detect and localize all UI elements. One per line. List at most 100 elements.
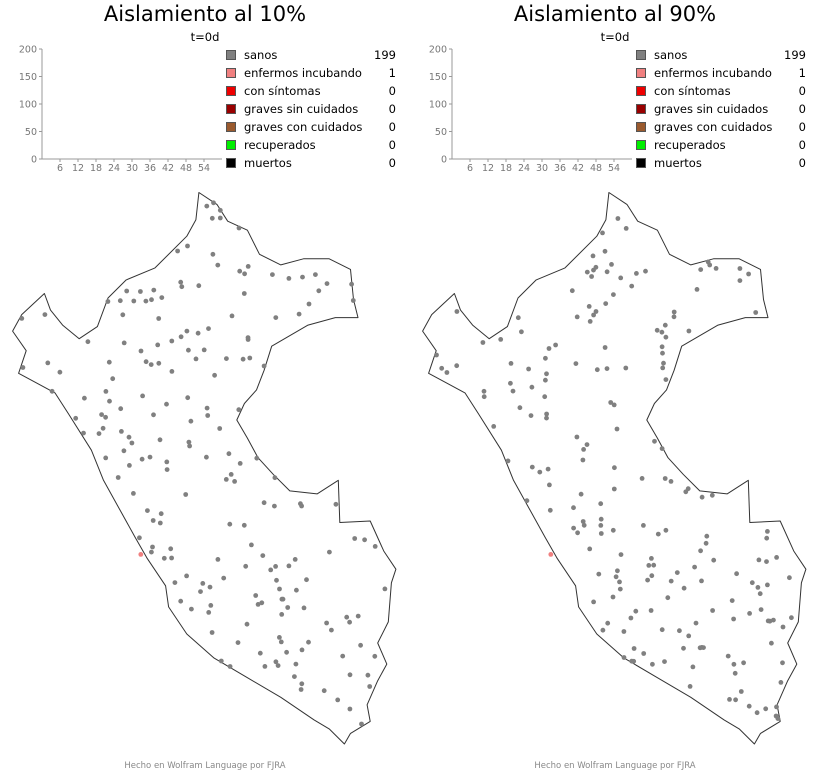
- person-healthy: [155, 342, 161, 348]
- legend-count: 0: [798, 120, 806, 134]
- person-healthy: [701, 645, 706, 650]
- person-healthy: [294, 587, 299, 593]
- person-healthy: [629, 283, 635, 289]
- person-healthy: [306, 301, 312, 307]
- person-healthy: [584, 269, 590, 275]
- person-healthy: [184, 328, 190, 334]
- person-healthy: [217, 426, 223, 431]
- legend-swatch: [636, 86, 646, 96]
- x-tick-label: 54: [198, 163, 210, 172]
- legend-entry: sanos 199: [636, 48, 806, 66]
- person-healthy: [454, 309, 460, 314]
- person-healthy: [138, 289, 143, 294]
- person-healthy: [659, 344, 665, 350]
- person-healthy: [529, 384, 535, 390]
- person-healthy: [681, 645, 686, 651]
- person-healthy: [244, 621, 250, 627]
- person-healthy: [367, 684, 373, 689]
- person-healthy: [277, 635, 282, 640]
- person-healthy: [699, 494, 705, 500]
- legend-swatch: [636, 68, 646, 78]
- person-healthy: [355, 613, 361, 619]
- person-healthy: [292, 557, 298, 562]
- person-healthy: [732, 670, 738, 676]
- person-healthy: [661, 360, 666, 366]
- x-tick-label: 42: [572, 163, 584, 172]
- person-healthy: [178, 334, 184, 340]
- person-healthy: [610, 527, 616, 533]
- legend-count: 0: [388, 138, 396, 152]
- person-healthy: [733, 697, 738, 703]
- person-healthy: [693, 620, 699, 626]
- person-healthy: [352, 536, 358, 541]
- person-healthy: [641, 523, 646, 528]
- person-healthy: [268, 567, 274, 573]
- person-healthy: [544, 411, 549, 417]
- person-healthy: [211, 200, 216, 206]
- person-healthy: [156, 360, 162, 366]
- person-healthy: [547, 507, 553, 513]
- person-healthy: [327, 549, 332, 555]
- person-healthy: [711, 557, 717, 563]
- person-healthy: [206, 610, 212, 615]
- person-healthy: [580, 457, 586, 463]
- person-healthy: [573, 361, 579, 366]
- person-healthy: [641, 651, 647, 656]
- person-healthy: [731, 616, 736, 622]
- person-healthy: [731, 661, 737, 667]
- legend-label: muertos: [244, 156, 292, 170]
- person-healthy: [284, 649, 289, 655]
- person-healthy: [612, 465, 617, 471]
- person-healthy: [131, 298, 137, 304]
- y-tick-label: 50: [25, 127, 37, 138]
- person-healthy: [150, 544, 155, 550]
- person-healthy: [347, 706, 353, 712]
- person-healthy: [273, 659, 279, 665]
- person-healthy: [651, 562, 657, 568]
- person-healthy: [296, 311, 302, 317]
- person-healthy: [299, 503, 304, 509]
- person-healthy: [215, 557, 221, 562]
- person-healthy: [313, 272, 318, 277]
- person-healthy: [137, 535, 142, 541]
- person-healthy: [686, 328, 692, 334]
- legend-swatch: [226, 122, 236, 132]
- person-healthy: [347, 672, 353, 678]
- person-healthy: [277, 586, 282, 592]
- person-healthy: [45, 360, 51, 366]
- person-healthy: [546, 346, 552, 351]
- legend-swatch: [636, 122, 646, 132]
- person-healthy: [247, 355, 253, 361]
- person-healthy: [764, 535, 770, 541]
- person-healthy: [652, 438, 657, 444]
- person-healthy: [542, 394, 548, 400]
- legend-swatch: [226, 104, 236, 114]
- y-tick-label: 50: [435, 127, 447, 138]
- person-healthy: [789, 615, 794, 621]
- person-healthy: [204, 405, 210, 411]
- person-healthy: [618, 275, 624, 281]
- person-healthy: [217, 215, 223, 221]
- person-healthy: [663, 334, 669, 340]
- person-healthy: [121, 448, 127, 454]
- legend-label: graves con cuidados: [244, 120, 363, 134]
- legend-count: 0: [798, 84, 806, 98]
- person-healthy: [324, 620, 329, 626]
- person-healthy: [158, 511, 164, 517]
- legend-label: graves con cuidados: [654, 120, 773, 134]
- person-healthy: [120, 312, 126, 318]
- person-healthy: [631, 646, 637, 651]
- x-tick-label: 36: [144, 163, 156, 172]
- person-healthy: [545, 466, 551, 472]
- time-label: t=0d: [190, 30, 220, 44]
- person-healthy: [756, 557, 762, 563]
- person-healthy: [131, 491, 136, 496]
- person-healthy: [587, 546, 593, 552]
- legend: sanos 199 enfermos incubando 1 con síntomas 0…: [226, 48, 396, 174]
- person-healthy: [737, 266, 743, 271]
- person-healthy: [591, 312, 596, 318]
- person-healthy: [547, 482, 552, 488]
- person-healthy: [634, 271, 639, 276]
- legend-label: recuperados: [244, 138, 316, 152]
- person-healthy: [537, 469, 543, 475]
